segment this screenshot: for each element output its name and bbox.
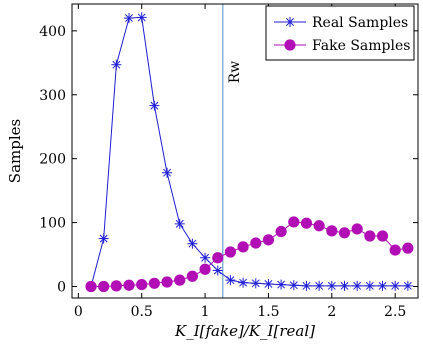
data-point-real-samples (124, 13, 135, 24)
data-point-real-samples (212, 265, 223, 276)
legend-marker-real-samples (285, 17, 295, 27)
legend-box (265, 5, 415, 61)
data-point-real-samples (390, 280, 401, 291)
data-point-real-samples (402, 280, 413, 291)
plot-area (85, 4, 414, 298)
data-point-fake-samples (250, 237, 262, 249)
data-point-real-samples (149, 100, 160, 111)
data-point-fake-samples (300, 217, 313, 229)
x-tick-label: 2.5 (384, 304, 406, 320)
data-point-fake-samples (402, 242, 414, 254)
legend: Real Samples Fake Samples (265, 5, 415, 61)
data-point-fake-samples (98, 280, 110, 293)
data-point-fake-samples (376, 230, 389, 242)
y-tick-label: 0 (57, 279, 66, 295)
data-point-real-samples (276, 279, 287, 290)
data-point-real-samples (238, 277, 249, 288)
data-point-fake-samples (275, 225, 287, 238)
data-point-real-samples (225, 275, 236, 286)
data-point-real-samples (352, 280, 363, 291)
legend-label-fake-samples: Fake Samples (312, 38, 410, 54)
data-point-fake-samples (389, 244, 401, 256)
data-point-fake-samples (313, 220, 325, 232)
data-point-fake-samples (326, 225, 338, 237)
data-point-real-samples (98, 233, 109, 244)
y-tick-label: 200 (39, 152, 66, 168)
x-axis-label: K_I[fake]/K_I[real] (174, 322, 315, 340)
data-point-fake-samples (237, 241, 249, 253)
plot-content (85, 4, 414, 298)
legend-label-real-samples: Real Samples (312, 15, 408, 31)
data-point-fake-samples (199, 263, 211, 275)
data-point-fake-samples (351, 223, 363, 235)
data-point-fake-samples (85, 280, 97, 293)
reference-line-label: Rw (227, 61, 243, 84)
y-tick-label: 300 (39, 88, 66, 104)
data-point-real-samples (314, 280, 325, 291)
data-point-real-samples (111, 59, 122, 70)
data-point-real-samples (200, 252, 211, 263)
data-point-real-samples (250, 278, 261, 289)
y-tick-label: 400 (39, 24, 66, 40)
data-point-real-samples (136, 12, 147, 23)
data-point-real-samples (339, 280, 350, 291)
data-point-fake-samples (212, 252, 224, 264)
data-point-fake-samples (174, 274, 186, 286)
data-point-real-samples (288, 280, 299, 291)
data-point-fake-samples (161, 276, 173, 288)
data-point-real-samples (364, 280, 375, 291)
data-point-fake-samples (288, 216, 300, 228)
data-point-fake-samples (148, 277, 160, 289)
data-point-fake-samples (123, 279, 135, 291)
x-tick-label: 1.5 (257, 304, 279, 320)
data-point-fake-samples (364, 230, 376, 242)
data-point-fake-samples (262, 234, 275, 246)
data-point-fake-samples (224, 246, 237, 258)
data-point-real-samples (377, 280, 388, 291)
axes-frame (71, 3, 419, 299)
data-point-real-samples (162, 167, 173, 178)
x-tick-label: 1 (201, 304, 210, 320)
data-point-real-samples (187, 238, 198, 249)
data-point-fake-samples (338, 227, 351, 239)
data-point-fake-samples (186, 270, 199, 282)
data-point-real-samples (263, 278, 274, 289)
y-axis-label: Samples (6, 119, 24, 183)
x-tick-label: 2 (327, 304, 336, 320)
legend-marker-fake-samples (284, 39, 296, 51)
x-tick-label: 0.5 (131, 304, 153, 320)
y-tick-label: 100 (39, 216, 66, 232)
data-point-real-samples (326, 280, 337, 291)
data-point-fake-samples (136, 278, 148, 291)
axes: Rw 0 0.5 1 1.5 2 2.5 0 100 200 300 400 Samples K_I[fa… (6, 3, 419, 340)
data-point-fake-samples (110, 280, 122, 292)
data-point-real-samples (301, 280, 312, 291)
x-tick-label: 0 (74, 304, 83, 320)
data-point-real-samples (174, 218, 185, 229)
